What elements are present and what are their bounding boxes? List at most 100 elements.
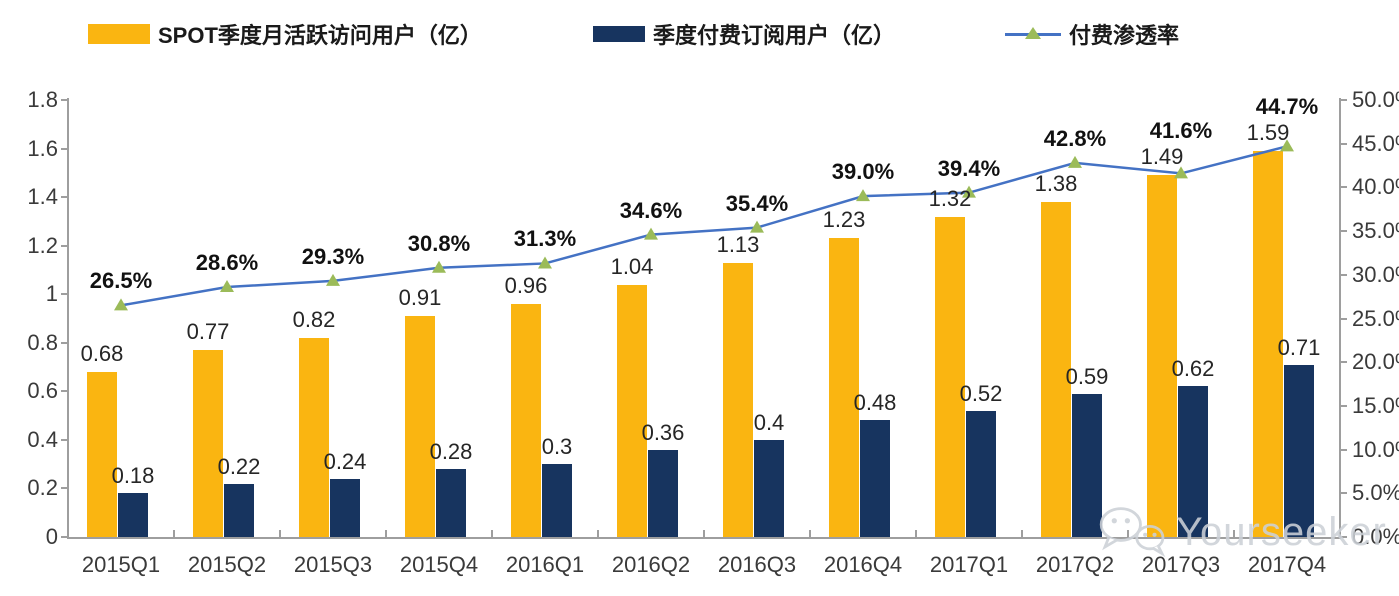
x-axis-tick-label: 2016Q1: [505, 552, 585, 577]
x-axis-tick-label: 2015Q1: [81, 552, 161, 577]
penetration-marker: [432, 260, 446, 273]
subs-bar-value-label: 0.28: [429, 439, 473, 465]
subs-bar: [754, 439, 784, 537]
penetration-marker: [1068, 155, 1082, 168]
right-axis-tick-label: 15.0%: [1352, 392, 1399, 418]
x-axis-tick-label: 2016Q2: [611, 552, 691, 577]
subs-bar-value-label: 0.48: [853, 390, 897, 416]
mau-bar-value-label: 0.91: [398, 285, 442, 311]
triangle-marker-icon: [1025, 27, 1041, 39]
subs-bar-value-label: 0.52: [959, 380, 1003, 406]
penetration-point-label: 35.4%: [725, 190, 789, 216]
subs-bar: [1178, 386, 1208, 537]
subs-bar: [330, 478, 360, 537]
x-axis-tick-label: 2017Q3: [1141, 552, 1221, 577]
subs-bar: [1284, 364, 1314, 537]
right-axis-tick-label: 45.0%: [1352, 130, 1399, 156]
mau-bar: [829, 238, 859, 537]
x-axis-tick: [809, 530, 811, 539]
subs-bar: [118, 493, 148, 537]
subs-bar: [648, 449, 678, 537]
x-axis-tick: [385, 530, 387, 539]
penetration-marker: [856, 189, 870, 202]
left-axis-tick: [61, 341, 68, 344]
left-axis-tick-label: 0.4: [27, 426, 58, 452]
x-axis-tick: [1127, 530, 1129, 539]
mau-bar: [617, 284, 647, 537]
subs-legend-swatch: [593, 26, 645, 42]
subs-bar-value-label: 0.62: [1171, 356, 1215, 382]
left-axis-tick: [61, 244, 68, 247]
subs-bar: [436, 469, 466, 537]
penetration-marker: [114, 298, 128, 311]
right-axis-tick-label: 50.0%: [1352, 87, 1399, 112]
wechat-icon: [1099, 507, 1166, 558]
subs-bar: [1072, 393, 1102, 537]
right-axis-tick-label: 20.0%: [1352, 349, 1399, 375]
penetration-point-label: 41.6%: [1149, 118, 1213, 144]
x-axis-tick: [1021, 530, 1023, 539]
mau-legend-label: SPOT季度月活跃访问用户（亿）: [158, 23, 482, 48]
mau-bar: [87, 371, 117, 537]
right-axis-tick-label: 10.0%: [1352, 436, 1399, 462]
mau-bar-value-label: 0.82: [292, 306, 336, 332]
mau-bar-value-label: 0.96: [504, 272, 548, 298]
right-axis-tick-label: 30.0%: [1352, 261, 1399, 287]
mau-bar-value-label: 1.13: [716, 231, 760, 257]
right-axis-tick-label: 5.0%: [1352, 480, 1399, 506]
left-axis-tick: [61, 99, 68, 101]
x-axis-tick-label: 2016Q4: [823, 552, 903, 577]
mau-bar: [935, 216, 965, 537]
penetration-point-label: 44.7%: [1255, 93, 1319, 119]
left-axis-tick: [61, 196, 68, 199]
subs-bar-value-label: 0.71: [1277, 334, 1321, 360]
right-axis-tick: [1340, 492, 1347, 495]
mau-bar: [405, 316, 435, 537]
subs-bar-value-label: 0.24: [323, 448, 367, 474]
right-axis-tick-label: 0.0%: [1352, 524, 1399, 549]
subs-bar: [966, 410, 996, 537]
left-axis-tick: [61, 487, 68, 490]
left-axis-tick-label: 0.8: [27, 329, 58, 355]
mau-legend-swatch: [88, 24, 150, 44]
mau-bar-value-label: 0.77: [186, 319, 230, 345]
left-axis-tick: [61, 293, 68, 296]
legend-item-mau: SPOT季度月活跃访问用户（亿）: [88, 20, 482, 48]
left-axis-tick: [61, 438, 68, 441]
right-axis-tick: [1340, 142, 1347, 145]
left-axis-tick: [61, 536, 68, 538]
x-axis-tick: [279, 530, 281, 539]
penetration-marker: [644, 227, 658, 240]
left-axis-tick: [61, 147, 68, 150]
right-axis-tick: [1340, 186, 1347, 189]
mau-bar-value-label: 0.68: [80, 340, 124, 366]
left-axis-tick-label: 0: [45, 524, 58, 549]
subs-bar: [860, 420, 890, 537]
subs-bar-value-label: 0.4: [753, 409, 785, 435]
watermark-text: Yourseeker: [1176, 509, 1387, 554]
right-axis-tick: [1340, 317, 1347, 320]
penetration-marker: [538, 256, 552, 269]
right-axis-tick: [1340, 536, 1347, 538]
subs-bar-value-label: 0.36: [641, 419, 685, 445]
x-axis-tick: [173, 530, 175, 539]
x-axis-tick: [1233, 530, 1235, 539]
penetration-point-label: 31.3%: [513, 226, 577, 252]
mau-bar-value-label: 1.32: [928, 185, 972, 211]
right-axis-tick-label: 35.0%: [1352, 218, 1399, 244]
left-axis-tick-label: 0.6: [27, 378, 58, 404]
left-axis-tick-label: 0.2: [27, 475, 58, 501]
right-axis-tick: [1340, 448, 1347, 451]
x-axis-tick: [703, 530, 705, 539]
subs-bar: [224, 483, 254, 537]
mau-bar: [511, 303, 541, 537]
x-axis-tick: [597, 530, 599, 539]
penetration-marker: [326, 273, 340, 286]
right-axis-tick: [1340, 404, 1347, 407]
subs-bar-value-label: 0.59: [1065, 363, 1109, 389]
x-axis-tick-label: 2015Q4: [399, 552, 479, 577]
watermark: Yourseeker: [1096, 503, 1387, 561]
x-axis-tick: [915, 530, 917, 539]
subs-bar-value-label: 0.22: [217, 453, 261, 479]
